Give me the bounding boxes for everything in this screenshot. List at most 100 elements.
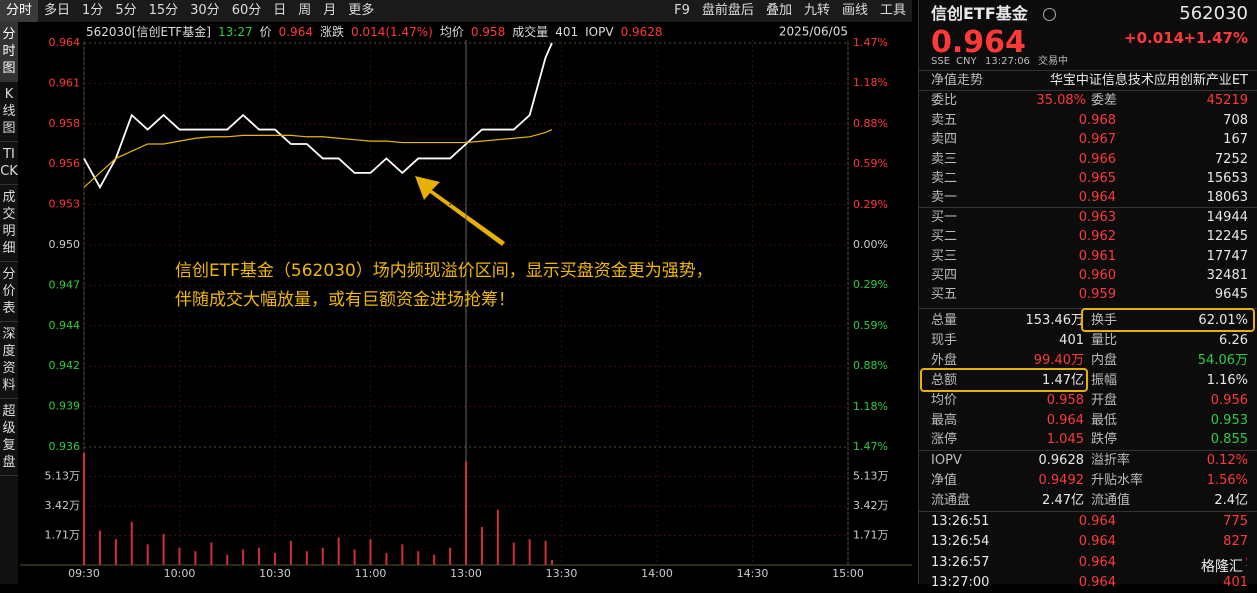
label: 总额 bbox=[931, 372, 958, 388]
x-tick-label: 13:00 bbox=[450, 567, 482, 580]
tool[interactable]: 画线 bbox=[841, 3, 868, 18]
fund-row: IOPV 0.9628 溢折率 0.12% bbox=[919, 451, 1257, 471]
label: 升贴水率 bbox=[1091, 472, 1144, 488]
value: 0.956 bbox=[1210, 392, 1248, 408]
trade-row: 13:26:570.9642 bbox=[919, 553, 1257, 573]
trade-price: 0.964 bbox=[1078, 534, 1116, 550]
level-price: 0.960 bbox=[1078, 267, 1116, 283]
label: 开盘 bbox=[1091, 392, 1118, 408]
divider bbox=[919, 450, 1257, 451]
level-volume: 15653 bbox=[1206, 170, 1248, 186]
vol-tick-label-right: 5.13万 bbox=[853, 470, 889, 483]
tool[interactable]: 叠加 bbox=[765, 3, 792, 18]
y2-tick-label: 1.47% bbox=[853, 440, 888, 453]
level: 卖四 bbox=[931, 132, 958, 148]
info-time: 13:27 bbox=[218, 25, 253, 39]
level: 卖五 bbox=[931, 113, 958, 128]
volume-bar bbox=[550, 559, 553, 565]
y-tick-label: 0.944 bbox=[49, 319, 81, 332]
x-tick-label: 14:00 bbox=[641, 567, 673, 580]
trade-price: 0.964 bbox=[1078, 574, 1116, 590]
y2-tick-label: 1.18% bbox=[853, 76, 888, 89]
volume-bar bbox=[417, 551, 420, 565]
weibi: 45219 bbox=[1206, 93, 1248, 108]
value: 1.56% bbox=[1206, 472, 1248, 488]
label: 量比 bbox=[1091, 332, 1118, 348]
value: 0.958 bbox=[1046, 392, 1084, 408]
tab[interactable]: 多日 bbox=[44, 3, 71, 18]
tab[interactable]: 月 bbox=[323, 3, 337, 18]
value: 0.12% bbox=[1206, 453, 1248, 468]
value: 1.16% bbox=[1206, 372, 1248, 388]
tool[interactable]: 盘前盘后 bbox=[701, 3, 754, 18]
title-row: 信创ETF基金 562030 bbox=[919, 4, 1257, 24]
tool[interactable]: 工具 bbox=[879, 3, 906, 18]
y2-tick-label: 0.29% bbox=[853, 198, 888, 211]
value: 2.4亿 bbox=[1214, 492, 1248, 508]
stats-row: 最高 0.964 最低 0.953 bbox=[919, 411, 1257, 431]
side-tab[interactable]: 分价表 bbox=[0, 262, 18, 322]
side-tab[interactable]: 超级复盘 bbox=[0, 399, 18, 476]
y-tick-label: 0.950 bbox=[49, 238, 81, 251]
meta: 交易中 bbox=[1038, 56, 1068, 67]
side-tab[interactable]: K线图 bbox=[0, 82, 18, 142]
x-tick-label: 13:30 bbox=[546, 567, 578, 580]
volume-bar bbox=[178, 547, 181, 565]
level: 买四 bbox=[931, 267, 958, 283]
tool[interactable]: F9 bbox=[674, 3, 690, 18]
weibi: 委比 bbox=[931, 93, 958, 108]
divider bbox=[919, 207, 1257, 208]
asks-row: 卖二 0.965 15653 bbox=[919, 169, 1257, 189]
side-tab[interactable]: TICK bbox=[0, 142, 18, 185]
bids-row: 买四 0.960 32481 bbox=[919, 266, 1257, 286]
highlight-box bbox=[920, 368, 1088, 392]
volume-bar bbox=[162, 533, 165, 565]
info-vol: 401 bbox=[555, 25, 578, 39]
asks-row: 卖三 0.966 7252 bbox=[919, 150, 1257, 170]
tab[interactable]: 1分 bbox=[82, 3, 104, 18]
side-tab[interactable]: 深度资料 bbox=[0, 322, 18, 399]
sidebar: 分时图 K线图 TICK 成交明细 分价表 深度资料 超级复盘 bbox=[0, 22, 18, 584]
meta-row: SSE CNY 13:27:06 交易中 bbox=[919, 52, 1257, 72]
x-tick-label: 10:30 bbox=[259, 567, 291, 580]
asks-row: 卖一 0.964 18063 bbox=[919, 188, 1257, 208]
side-tab[interactable]: 成交明细 bbox=[0, 185, 18, 262]
info-change_label: 涨跌 bbox=[320, 24, 344, 39]
label: 振幅 bbox=[1091, 372, 1118, 388]
y-tick-label: 0.939 bbox=[49, 400, 81, 413]
value: 54.06万 bbox=[1197, 352, 1248, 368]
tab[interactable]: 日 bbox=[273, 3, 287, 18]
vol-tick-label-right: 1.71万 bbox=[853, 529, 889, 542]
label: 均价 bbox=[931, 392, 958, 408]
tab[interactable]: 30分 bbox=[190, 3, 220, 18]
nav-row: 净值走势 华宝中证信息技术应用创新产业ET bbox=[919, 70, 1257, 91]
level: 卖一 bbox=[931, 190, 958, 206]
y2-tick-label: 0.59% bbox=[853, 319, 888, 332]
value: 0.9628 bbox=[1038, 453, 1085, 468]
volume-bar bbox=[289, 540, 292, 565]
tab[interactable]: 更多 bbox=[348, 3, 375, 18]
tool[interactable]: 九转 bbox=[803, 3, 830, 18]
label: 现手 bbox=[931, 332, 958, 348]
level-volume: 14944 bbox=[1206, 210, 1248, 225]
volume-bar bbox=[305, 551, 308, 565]
info-code_name: 562030[信创ETF基金] bbox=[86, 24, 211, 39]
fund-row: 净值 0.9492 升贴水率 1.56% bbox=[919, 471, 1257, 491]
value: 0.964 bbox=[1046, 412, 1084, 428]
tab[interactable]: 60分 bbox=[231, 3, 262, 18]
label: 溢折率 bbox=[1091, 453, 1131, 468]
info-price_label: 价 bbox=[260, 25, 272, 39]
tab[interactable]: 分时 bbox=[0, 0, 39, 22]
value: 0.9492 bbox=[1038, 472, 1085, 488]
info-avg_label: 均价 bbox=[440, 25, 464, 39]
fund-row: 流通盘 2.47亿 流通值 2.4亿 bbox=[919, 491, 1257, 511]
tab[interactable]: 5分 bbox=[115, 3, 137, 18]
level-price: 0.962 bbox=[1078, 229, 1116, 245]
annotation: 信创ETF基金（562030）场内频现溢价区间，显示买盘资金更为强势， bbox=[175, 261, 713, 281]
side-tab[interactable]: 分时图 bbox=[0, 22, 18, 82]
tab[interactable]: 15分 bbox=[148, 3, 179, 18]
value: 401 bbox=[1059, 332, 1084, 348]
label: 跌停 bbox=[1091, 432, 1118, 448]
tab[interactable]: 周 bbox=[298, 3, 312, 18]
